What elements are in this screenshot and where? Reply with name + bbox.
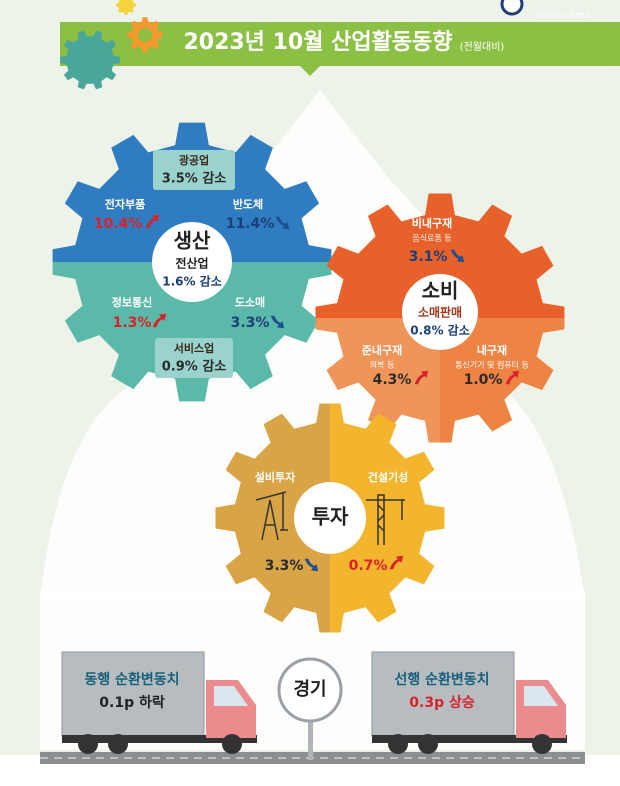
tree-shape xyxy=(40,90,585,600)
truck-window xyxy=(214,686,248,706)
section-title: 경기 xyxy=(293,679,326,700)
gear xyxy=(330,403,445,633)
note: 음식료품 등 xyxy=(412,234,451,243)
total-value: 0.8% 감소 xyxy=(410,323,470,338)
gear xyxy=(52,262,332,402)
crane-icon xyxy=(366,494,405,545)
gear xyxy=(52,122,332,262)
logo-text: Statistics Korea xyxy=(535,11,589,19)
gear xyxy=(315,318,440,443)
indicator-value: 0.1p 하락 xyxy=(99,694,165,711)
label: 정보통신 xyxy=(112,295,152,309)
value: 0.7% xyxy=(349,558,388,574)
label: 광공업 xyxy=(179,154,209,167)
label: 전자부품 xyxy=(105,197,145,211)
truck-window xyxy=(524,686,558,706)
gear xyxy=(60,30,120,90)
total-value: 1.6% 감소 xyxy=(162,274,222,289)
value: 11.4% xyxy=(226,216,275,232)
label: 반도체 xyxy=(233,197,263,211)
section-title: 생산 xyxy=(174,229,211,253)
wheel xyxy=(108,734,128,754)
value: 3.1% xyxy=(409,249,448,265)
sign xyxy=(277,657,343,723)
total-label: 전산업 xyxy=(175,256,208,271)
wheel xyxy=(388,734,408,754)
indicator-value: 0.3p 상승 xyxy=(409,695,475,711)
label: 비내구재 xyxy=(412,216,452,230)
value: 3.3% xyxy=(265,558,304,574)
truck-box xyxy=(61,651,205,737)
truck-chassis xyxy=(372,735,567,743)
note: 의복 등 xyxy=(370,360,395,370)
value: 1.3% xyxy=(113,315,152,331)
wheel xyxy=(532,734,552,754)
indicator-label: 선행 순환변동치 xyxy=(394,671,489,688)
box xyxy=(153,150,235,190)
logo-mark xyxy=(500,0,524,16)
gear xyxy=(440,318,565,443)
indicator-label: 동행 순환변동치 xyxy=(84,671,179,688)
subtitle: (전월대비) xyxy=(460,41,505,53)
truck-left xyxy=(61,651,257,754)
sign-post xyxy=(308,715,313,760)
value: 3.5% 감소 xyxy=(162,172,227,187)
value: 10.4% xyxy=(94,216,143,232)
truck-box xyxy=(371,651,515,737)
note: 통신기기 및 컴퓨터 등 xyxy=(455,360,529,370)
gear xyxy=(315,193,565,318)
center-circle xyxy=(152,222,232,302)
section-title: 투자 xyxy=(312,505,349,529)
total-label: 소매판매 xyxy=(418,305,462,320)
value: 1.0% xyxy=(464,372,503,388)
label: 서비스업 xyxy=(174,341,214,355)
label: 건설기성 xyxy=(368,470,408,484)
value: 4.3% xyxy=(373,372,412,388)
box xyxy=(155,338,233,378)
gears xyxy=(52,122,565,633)
title: 2023년 10월 산업활동동향 xyxy=(183,30,452,55)
wheel xyxy=(222,734,242,754)
value: 0.9% 감소 xyxy=(162,360,227,375)
gear-hole xyxy=(138,28,152,42)
label: 도소매 xyxy=(235,295,265,309)
truck-right xyxy=(371,651,567,754)
center-circle xyxy=(294,482,366,554)
label: 설비투자 xyxy=(255,470,296,484)
wheel xyxy=(418,734,438,754)
gear xyxy=(116,0,136,15)
truck-chassis xyxy=(62,735,257,743)
wheel xyxy=(78,734,98,754)
label: 내구재 xyxy=(477,343,507,357)
label: 준내구재 xyxy=(362,343,402,357)
header-gears xyxy=(60,0,163,90)
value: 3.3% xyxy=(231,315,270,331)
oil-derrick-icon xyxy=(255,491,288,541)
header-pointer xyxy=(300,66,320,76)
center-circle xyxy=(402,274,478,350)
gear xyxy=(215,403,330,633)
section-title: 소비 xyxy=(422,279,459,303)
